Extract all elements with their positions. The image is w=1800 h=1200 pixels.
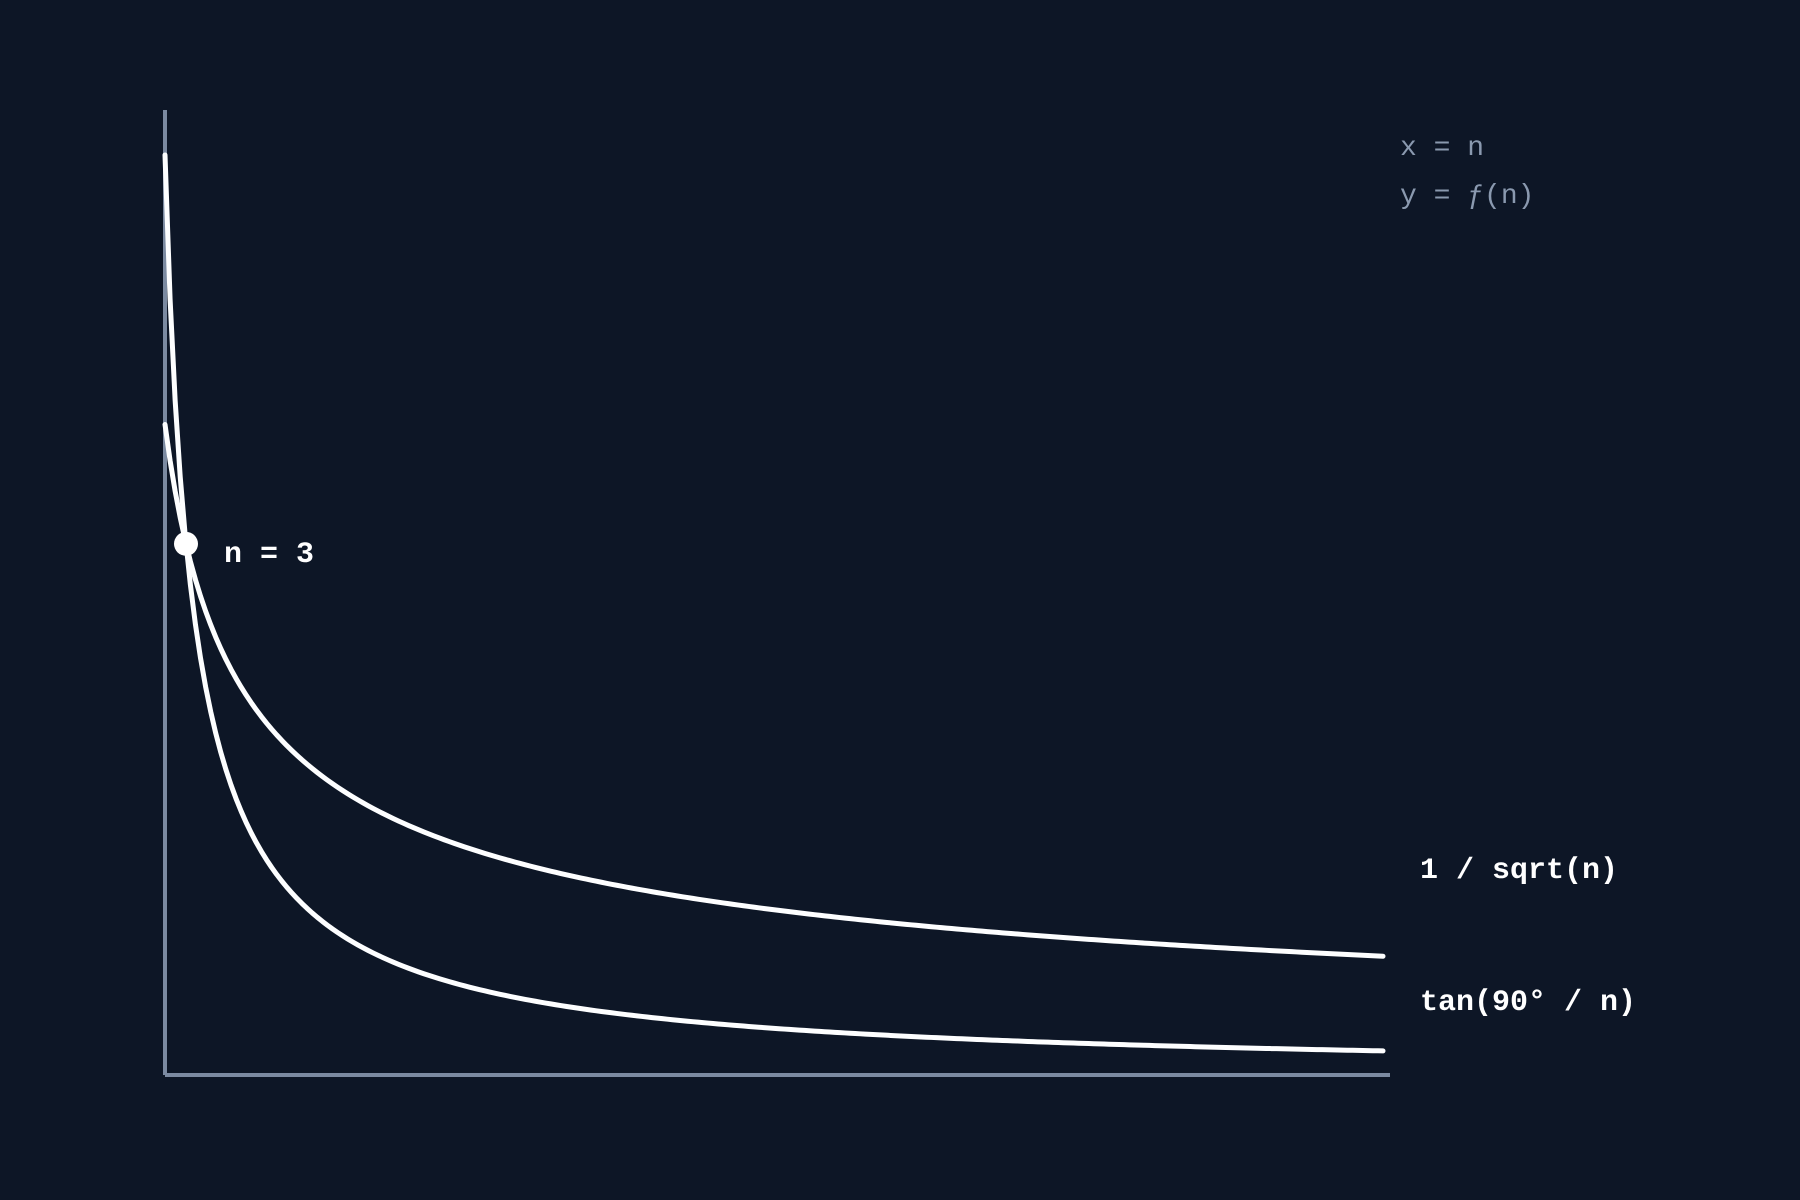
- axis-legend: x = ny = ƒ(n): [1400, 125, 1534, 220]
- legend-y: y = ƒ(n): [1400, 173, 1534, 221]
- curve-tan90n: [165, 155, 1383, 1051]
- curve-label-inv_sqrt: 1 / sqrt(n): [1420, 854, 1618, 888]
- intersection-marker: [174, 532, 198, 556]
- curve-inv_sqrt: [165, 424, 1383, 956]
- chart-stage: 1 / sqrt(n) tan(90° / n) n = 3 x = ny = ƒ(…: [0, 0, 1800, 1200]
- intersection-label: n = 3: [224, 538, 314, 572]
- curves: [165, 155, 1383, 1051]
- legend-x: x = n: [1400, 125, 1534, 173]
- axes: [165, 110, 1390, 1075]
- curve-label-tan90n: tan(90° / n): [1420, 986, 1636, 1020]
